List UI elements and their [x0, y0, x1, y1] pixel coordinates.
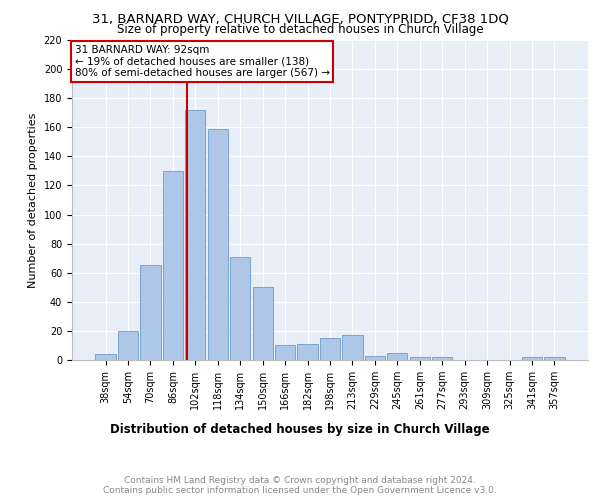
- Bar: [544, 357, 565, 360]
- Bar: [275, 346, 295, 360]
- Bar: [208, 128, 228, 360]
- Text: 31, BARNARD WAY, CHURCH VILLAGE, PONTYPRIDD, CF38 1DQ: 31, BARNARD WAY, CHURCH VILLAGE, PONTYPR…: [92, 12, 508, 25]
- Text: Contains HM Land Registry data © Crown copyright and database right 2024.
Contai: Contains HM Land Registry data © Crown c…: [103, 476, 497, 495]
- Bar: [432, 357, 452, 360]
- Bar: [410, 357, 430, 360]
- Bar: [185, 110, 205, 360]
- Bar: [230, 256, 250, 360]
- Bar: [253, 288, 273, 360]
- Text: Distribution of detached houses by size in Church Village: Distribution of detached houses by size …: [110, 422, 490, 436]
- Text: 31 BARNARD WAY: 92sqm
← 19% of detached houses are smaller (138)
80% of semi-det: 31 BARNARD WAY: 92sqm ← 19% of detached …: [74, 45, 329, 78]
- Bar: [163, 171, 183, 360]
- Bar: [140, 266, 161, 360]
- Bar: [522, 357, 542, 360]
- Bar: [320, 338, 340, 360]
- Bar: [118, 331, 138, 360]
- Bar: [387, 352, 407, 360]
- Text: Size of property relative to detached houses in Church Village: Size of property relative to detached ho…: [116, 23, 484, 36]
- Y-axis label: Number of detached properties: Number of detached properties: [28, 112, 38, 288]
- Bar: [95, 354, 116, 360]
- Bar: [343, 336, 362, 360]
- Bar: [298, 344, 317, 360]
- Bar: [365, 356, 385, 360]
